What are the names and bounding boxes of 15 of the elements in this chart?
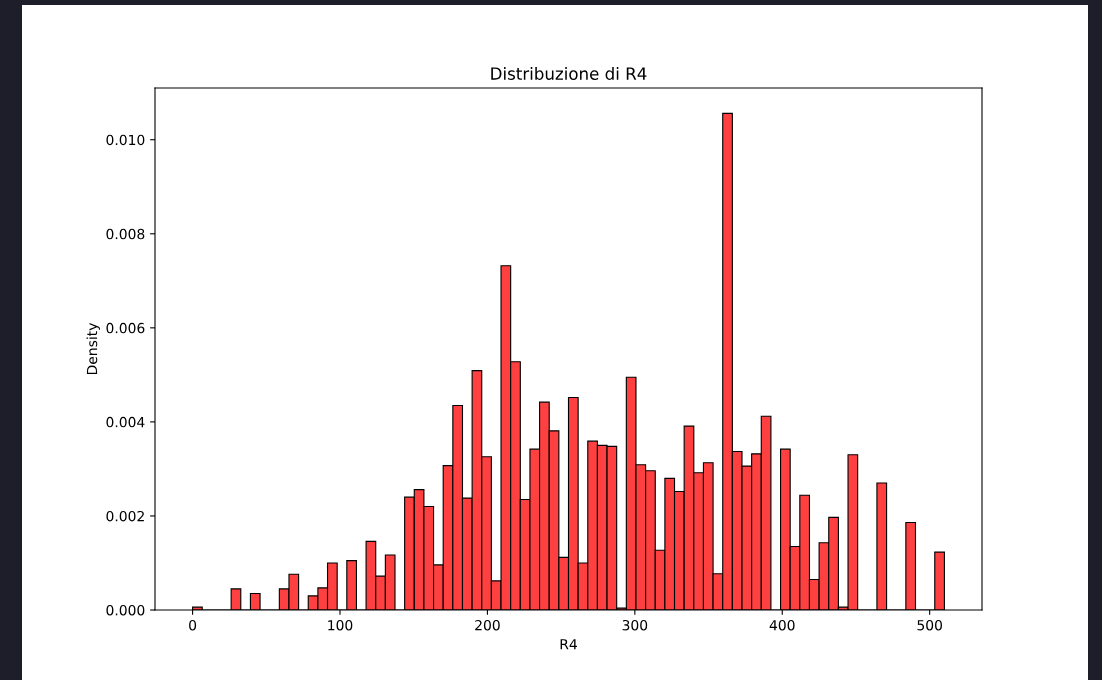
x-tick-label: 0	[189, 619, 197, 631]
chart-title: Distribuzione di R4	[491, 67, 647, 80]
x-tick-label: 300	[622, 619, 648, 631]
x-tick-label: 100	[328, 619, 353, 631]
x-tick-label: 500	[917, 619, 942, 631]
x-tick-label: 400	[769, 619, 795, 631]
y-tick-label: 0.000	[106, 604, 145, 616]
y-axis-title: Density	[86, 323, 100, 375]
y-tick-label: 0.004	[106, 416, 145, 428]
x-tick-label: 200	[475, 619, 500, 631]
y-tick-label: 0.008	[106, 228, 145, 240]
y-tick-label: 0.006	[106, 322, 145, 334]
y-tick-label: 0.010	[106, 134, 145, 146]
y-tick-label: 0.002	[106, 510, 144, 522]
x-axis-title: R4	[560, 639, 577, 650]
